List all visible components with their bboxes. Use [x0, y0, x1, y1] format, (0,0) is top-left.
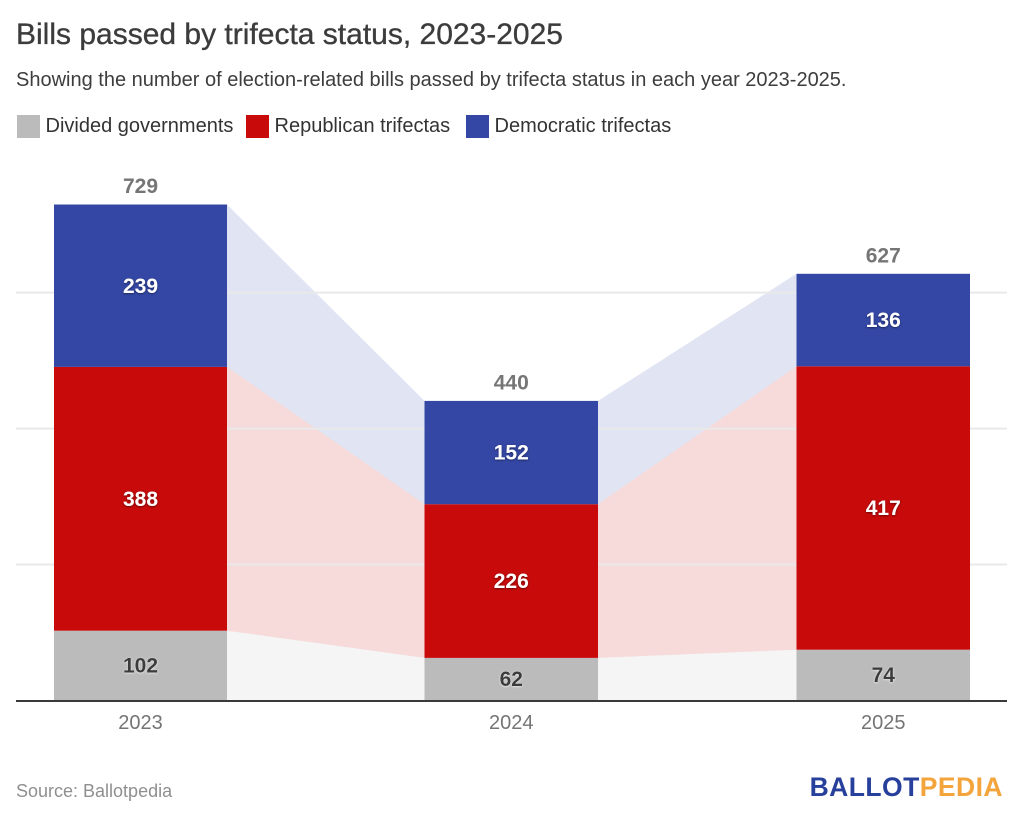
svg-text:2024: 2024 — [489, 712, 534, 734]
svg-text:136: 136 — [866, 309, 901, 332]
svg-text:417: 417 — [866, 497, 901, 520]
svg-text:440: 440 — [494, 371, 529, 394]
svg-text:152: 152 — [494, 442, 529, 465]
svg-text:74: 74 — [872, 664, 896, 687]
svg-text:62: 62 — [500, 668, 523, 691]
svg-text:2025: 2025 — [861, 712, 906, 734]
svg-text:388: 388 — [123, 488, 158, 511]
svg-text:239: 239 — [123, 275, 158, 298]
svg-text:102: 102 — [123, 655, 158, 678]
svg-text:627: 627 — [866, 244, 901, 267]
svg-text:2023: 2023 — [118, 712, 163, 734]
svg-text:729: 729 — [123, 175, 158, 198]
svg-text:226: 226 — [494, 570, 529, 593]
